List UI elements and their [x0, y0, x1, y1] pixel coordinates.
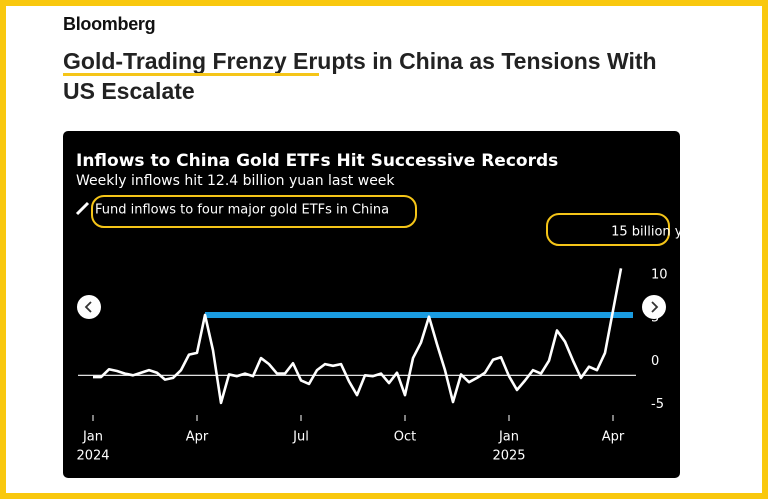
x-tick-label: Jan: [82, 430, 103, 445]
y-tick-label: 15 billion yuan: [611, 225, 707, 240]
legend-label: Fund inflows to four major gold ETFs in …: [95, 203, 389, 218]
y-tick-label: -5: [651, 397, 664, 412]
x-tick-label: Apr: [186, 430, 209, 445]
prev-button[interactable]: [77, 295, 101, 319]
y-tick-label: 10: [651, 268, 668, 283]
chart-subtitle: Weekly inflows hit 12.4 billion yuan las…: [76, 173, 395, 189]
highlight-box: [91, 195, 417, 228]
next-button[interactable]: [642, 295, 666, 319]
y-tick-label: 0: [651, 354, 659, 369]
x-year-label: 2024: [76, 449, 109, 464]
x-tick-label: Jan: [498, 430, 519, 445]
series-line: [93, 268, 623, 405]
legend-marker: [75, 201, 90, 216]
headline: Gold-Trading Frenzy Erupts in China as T…: [63, 48, 657, 104]
chart-background: [63, 131, 680, 478]
highlight-box: [546, 213, 670, 246]
x-tick-label: Oct: [394, 430, 416, 445]
x-tick-label: Apr: [602, 430, 625, 445]
brand: Bloomberg: [63, 14, 156, 34]
highlight-underline: [63, 73, 319, 76]
x-year-label: 2025: [492, 449, 525, 464]
chart-title: Inflows to China Gold ETFs Hit Successiv…: [76, 151, 558, 171]
x-tick-label: Jul: [292, 430, 309, 445]
